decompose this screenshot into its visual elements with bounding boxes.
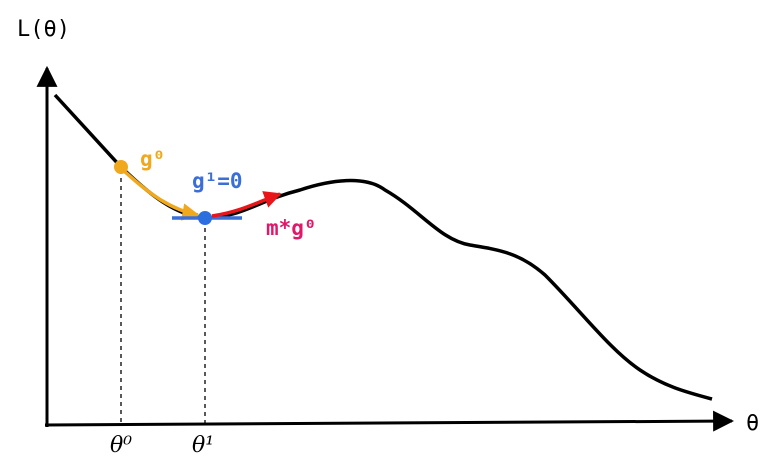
momentum-label: m*g⁰ — [266, 216, 317, 240]
point-label: θ¹ — [192, 433, 214, 458]
x-axis — [44, 410, 735, 432]
y-axis-label: L(θ) — [17, 17, 70, 42]
x-axis-label: θ — [746, 411, 759, 436]
loss-curve — [53, 93, 713, 401]
gradient-label: g⁰ — [140, 147, 165, 171]
point-label: θ⁰ — [110, 433, 132, 458]
momentum-arrow — [211, 191, 282, 218]
point-theta0 — [114, 160, 128, 174]
gradient-arrow — [121, 168, 200, 221]
point-theta1 — [198, 211, 212, 225]
gradient-label: g¹=0 — [192, 169, 243, 193]
